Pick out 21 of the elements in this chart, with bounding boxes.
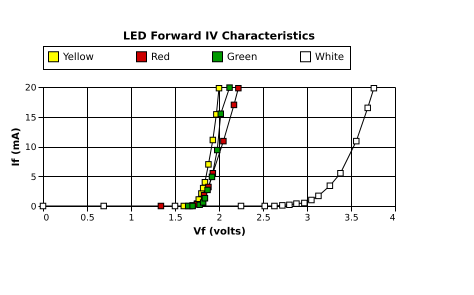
legend-label: Yellow xyxy=(62,52,94,63)
x-tick-label: 0.5 xyxy=(80,214,95,224)
y-tick-label: 15 xyxy=(25,113,36,124)
y-tick-label: 10 xyxy=(25,143,37,153)
x-tick-label: 4 xyxy=(390,214,396,224)
legend-label: Red xyxy=(151,52,170,63)
x-tick-label: 2.5 xyxy=(256,214,271,224)
x-tick-label: 1.5 xyxy=(168,214,183,224)
legend-label: Green xyxy=(227,52,258,63)
y-tick-label: 20 xyxy=(25,84,37,94)
y-tick-label: 5 xyxy=(30,172,36,183)
legend-label: White xyxy=(315,52,344,63)
x-tick-label: 3 xyxy=(304,214,310,224)
x-axis-title: Vf (volts) xyxy=(193,226,246,238)
x-tick-label: 0 xyxy=(44,214,50,224)
x-tick-label: 3.5 xyxy=(344,214,359,224)
x-tick-label: 2 xyxy=(216,214,222,224)
y-axis-title: If (mA) xyxy=(11,128,22,166)
x-tick-label: 1 xyxy=(128,214,134,224)
chart-title: LED Forward IV Characteristics xyxy=(123,30,316,42)
y-tick-label: 0 xyxy=(30,202,37,212)
